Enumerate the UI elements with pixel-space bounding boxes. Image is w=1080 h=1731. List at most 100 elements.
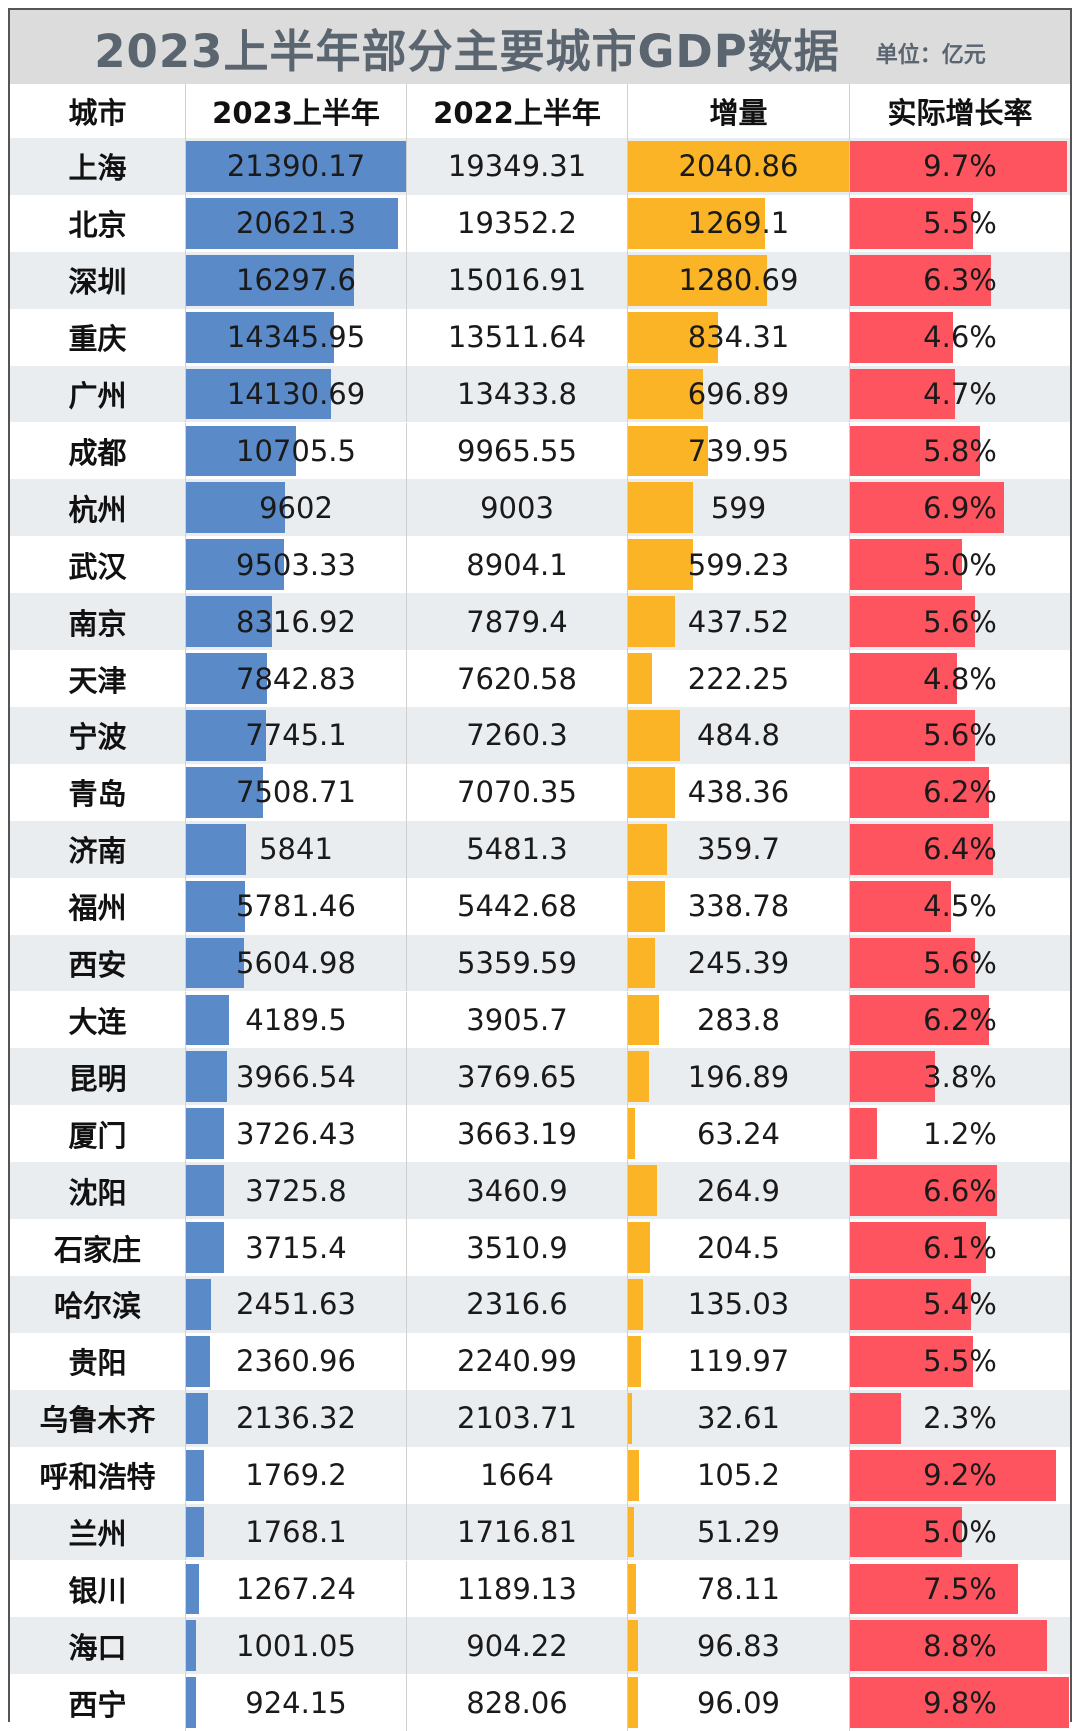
cell-growth: 6.1%: [850, 1219, 1070, 1276]
cell-gdp-2023-value: 924.15: [245, 1685, 347, 1720]
bar-gdp-2023: [186, 710, 266, 761]
cell-growth-value: 9.7%: [923, 149, 997, 184]
bar-increase: [628, 880, 665, 932]
cell-increase: 338.78: [628, 877, 850, 935]
cell-growth-value: 5.6%: [923, 946, 997, 981]
cell-growth-value: 5.0%: [923, 1515, 997, 1550]
cell-increase-value: 78.11: [696, 1571, 781, 1606]
cell-gdp-2022: 1664: [407, 1446, 628, 1504]
cell-gdp-2022-value: 9003: [480, 490, 554, 525]
cell-gdp-2023: 20621.3: [186, 194, 407, 252]
cell-gdp-2022: 1716.81: [407, 1503, 628, 1561]
cell-increase: 204.5: [628, 1219, 850, 1276]
bar-gdp-2023: [186, 1620, 197, 1672]
header-growth-label: 实际增长率: [887, 96, 1033, 130]
cell-gdp-2023: 924.15: [186, 1674, 407, 1731]
bar-growth: [850, 937, 976, 989]
cell-gdp-2022-value: 3460.9: [466, 1173, 568, 1208]
header-growth: 实际增长率: [850, 84, 1070, 138]
bar-increase: [628, 368, 704, 420]
cell-city-value: 济南: [68, 834, 127, 869]
bar-growth: [850, 880, 951, 932]
cell-gdp-2023-value: 5604.98: [236, 946, 356, 981]
cell-gdp-2022-value: 3510.9: [466, 1230, 568, 1265]
table-row: 哈尔滨 2451.63 2316.6 135.03 5.4%: [10, 1276, 1070, 1333]
cell-city-value: 贵阳: [68, 1346, 127, 1381]
cell-gdp-2022-value: 7070.35: [457, 775, 577, 810]
cell-growth-value: 5.6%: [923, 718, 997, 753]
cell-gdp-2022: 2240.99: [407, 1332, 628, 1390]
bar-increase: [628, 197, 766, 249]
cell-city-value: 深圳: [68, 265, 127, 300]
bar-growth: [850, 1677, 1069, 1729]
bar-increase: [628, 596, 676, 648]
cell-gdp-2023: 2136.32: [186, 1389, 407, 1447]
cell-gdp-2023: 5841: [186, 820, 407, 878]
cell-city: 沈阳: [10, 1162, 186, 1220]
cell-city: 西安: [10, 934, 186, 992]
cell-growth-value: 6.9%: [923, 490, 997, 525]
cell-gdp-2023-value: 9602: [259, 490, 333, 525]
cell-gdp-2022-value: 2103.71: [457, 1401, 577, 1436]
cell-increase: 32.61: [628, 1389, 850, 1447]
table-row: 贵阳 2360.96 2240.99 119.97 5.5%: [10, 1332, 1070, 1390]
cell-growth-value: 1.2%: [923, 1116, 997, 1151]
cell-increase: 359.7: [628, 820, 850, 878]
cell-increase-value: 283.8: [696, 1002, 781, 1037]
cell-gdp-2022: 3769.65: [407, 1048, 628, 1106]
cell-city-value: 乌鲁木齐: [39, 1403, 156, 1438]
bar-gdp-2023: [186, 539, 284, 591]
bar-growth: [850, 368, 956, 420]
cell-increase: 834.31: [628, 308, 850, 366]
cell-increase-value: 96.83: [696, 1628, 781, 1663]
bar-growth: [850, 425, 980, 477]
cell-growth: 6.2%: [850, 992, 1070, 1049]
cell-city-value: 银川: [68, 1573, 127, 1608]
cell-increase: 196.89: [628, 1048, 850, 1106]
bar-gdp-2023: [186, 1392, 208, 1444]
cell-growth: 9.7%: [850, 138, 1070, 195]
bar-increase: [628, 425, 709, 477]
cell-gdp-2023-value: 3726.43: [236, 1116, 356, 1151]
cell-gdp-2023: 14130.69: [186, 365, 407, 423]
cell-gdp-2023-value: 3966.54: [236, 1059, 356, 1094]
chart-frame: 2023上半年部分主要城市GDP数据 单位：亿元 城市 2023上半年 2022…: [8, 8, 1072, 1731]
bar-increase: [628, 1335, 641, 1387]
cell-increase-value: 196.89: [687, 1059, 790, 1094]
cell-gdp-2022: 7070.35: [407, 763, 628, 821]
cell-growth-value: 4.5%: [923, 889, 997, 924]
cell-increase-value: 484.8: [696, 718, 781, 753]
cell-gdp-2022: 3905.7: [407, 991, 628, 1049]
cell-growth: 3.8%: [850, 1048, 1070, 1105]
cell-increase: 438.36: [628, 763, 850, 821]
cell-gdp-2023: 3725.8: [186, 1162, 407, 1220]
cell-gdp-2022: 2316.6: [407, 1276, 628, 1333]
cell-gdp-2022: 828.06: [407, 1674, 628, 1731]
cell-city-value: 西宁: [68, 1687, 127, 1722]
bar-growth: [850, 254, 991, 306]
cell-growth-value: 4.6%: [923, 320, 997, 355]
cell-gdp-2023-value: 7745.1: [245, 718, 347, 753]
cell-city: 哈尔滨: [10, 1276, 186, 1333]
cell-gdp-2022-value: 7620.58: [457, 661, 577, 696]
bar-growth: [850, 1392, 902, 1444]
bar-increase: [628, 994, 659, 1046]
table-row: 济南 5841 5481.3 359.7 6.4%: [10, 820, 1070, 878]
chart-title: 2023上半年部分主要城市GDP数据: [94, 24, 840, 78]
cell-increase: 96.83: [628, 1617, 850, 1675]
cell-growth: 6.2%: [850, 764, 1070, 821]
cell-increase-value: 264.9: [696, 1173, 781, 1208]
table-row: 乌鲁木齐 2136.32 2103.71 32.61 2.3%: [10, 1389, 1070, 1447]
cell-city: 成都: [10, 422, 186, 480]
table-row: 天津 7842.83 7620.58 222.25 4.8%: [10, 650, 1070, 707]
cell-gdp-2022-value: 3905.7: [466, 1002, 568, 1037]
cell-city: 青岛: [10, 763, 186, 821]
cell-gdp-2023: 8316.92: [186, 593, 407, 651]
bar-gdp-2023: [186, 596, 272, 648]
bar-increase: [628, 539, 693, 591]
bar-growth: [850, 1108, 877, 1160]
bar-increase: [628, 766, 676, 818]
cell-gdp-2022: 15016.91: [407, 251, 628, 309]
cell-growth-value: 6.1%: [923, 1230, 997, 1265]
cell-gdp-2022-value: 828.06: [466, 1685, 568, 1720]
